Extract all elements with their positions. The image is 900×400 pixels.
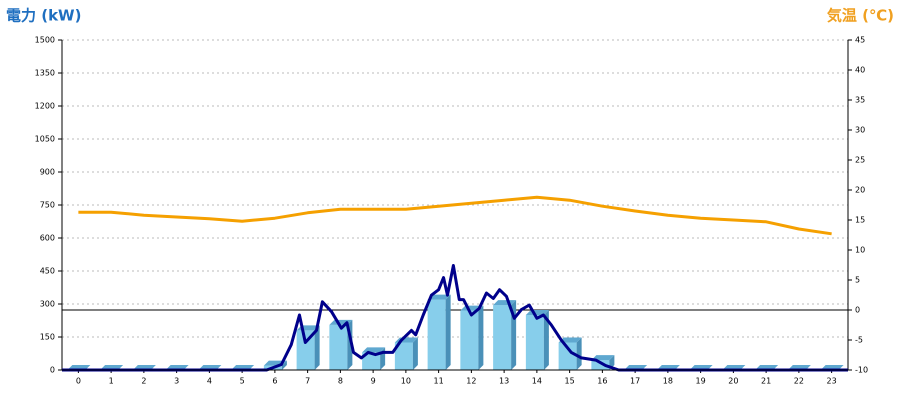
bar (558, 337, 582, 370)
bar (296, 325, 320, 370)
x-tick-label: 23 (827, 377, 837, 386)
x-tick-label: 8 (338, 377, 343, 386)
x-tick-label: 9 (371, 377, 376, 386)
line (62, 264, 848, 372)
y2-tick-label: 20 (855, 186, 865, 195)
x-tick-label: 15 (565, 377, 575, 386)
bar-front (460, 310, 479, 370)
y-tick-label: 750 (40, 201, 55, 210)
y-tick-label: 600 (40, 234, 55, 243)
bar-side (281, 360, 287, 370)
bar-top (558, 337, 582, 343)
y2-tick-label: 10 (855, 246, 865, 255)
x-tick-label: 12 (466, 377, 476, 386)
y2-tick-label: 45 (855, 36, 865, 45)
bar (525, 310, 549, 370)
bar-front (427, 299, 446, 370)
x-tick-label: 13 (499, 377, 509, 386)
y-tick-label: 300 (40, 300, 55, 309)
x-tick-label: 5 (240, 377, 245, 386)
x-tick-label: 16 (597, 377, 607, 386)
y-tick-label: 1050 (35, 135, 55, 144)
x-tick-label: 14 (532, 377, 542, 386)
x-tick-label: 10 (401, 377, 411, 386)
bar (460, 305, 484, 370)
x-tick-label: 21 (761, 377, 771, 386)
bar-front (296, 330, 315, 370)
x-tick-label: 11 (434, 377, 444, 386)
x-tick-label: 20 (728, 377, 738, 386)
x-tick-label: 17 (630, 377, 640, 386)
y-tick-label: 450 (40, 267, 55, 276)
bar (329, 319, 353, 370)
y-tick-label: 0 (50, 366, 55, 375)
x-tick-label: 6 (272, 377, 277, 386)
bar-side (543, 310, 549, 370)
bar-front (525, 315, 544, 370)
bar-front (362, 352, 381, 370)
x-tick-label: 4 (207, 377, 212, 386)
bar-side (412, 337, 418, 370)
y2-axis-title: 気温 (℃) (827, 7, 894, 25)
x-tick-label: 19 (696, 377, 706, 386)
bar-side (576, 337, 582, 370)
bar-top (591, 355, 615, 361)
line (78, 195, 832, 236)
y2-tick-label: 40 (855, 66, 865, 75)
y-tick-label: 1200 (35, 102, 55, 111)
x-tick-label: 3 (174, 377, 179, 386)
y-tick-label: 1500 (35, 36, 55, 45)
x-tick-label: 0 (76, 377, 81, 386)
bar (362, 347, 386, 370)
x-tick-label: 22 (794, 377, 804, 386)
x-tick-label: 7 (305, 377, 310, 386)
y2-tick-label: 15 (855, 216, 865, 225)
y2-tick-label: 5 (855, 276, 860, 285)
x-tick-label: 18 (663, 377, 673, 386)
y2-tick-label: 25 (855, 156, 865, 165)
bar-top (427, 294, 451, 300)
x-tick-label: 2 (141, 377, 146, 386)
bar-front (558, 342, 577, 370)
y-tick-label: 900 (40, 168, 55, 177)
bar (493, 300, 517, 370)
bar (427, 294, 451, 370)
bar-front (591, 360, 610, 370)
y2-tick-label: 30 (855, 126, 865, 135)
y-tick-label: 150 (40, 333, 55, 342)
y2-tick-label: 0 (855, 306, 860, 315)
y2-tick-label: 35 (855, 96, 865, 105)
bar-front (493, 305, 512, 370)
bar-side (314, 325, 320, 370)
x-tick-label: 1 (109, 377, 114, 386)
y2-tick-label: -5 (855, 336, 863, 345)
bar-front (329, 324, 348, 370)
bar-side (445, 294, 451, 370)
y-axis-title: 電力 (kW) (6, 7, 81, 25)
y2-tick-label: -10 (855, 366, 868, 375)
bar-front (394, 342, 413, 370)
bar-side (478, 305, 484, 370)
y-tick-label: 1350 (35, 69, 55, 78)
